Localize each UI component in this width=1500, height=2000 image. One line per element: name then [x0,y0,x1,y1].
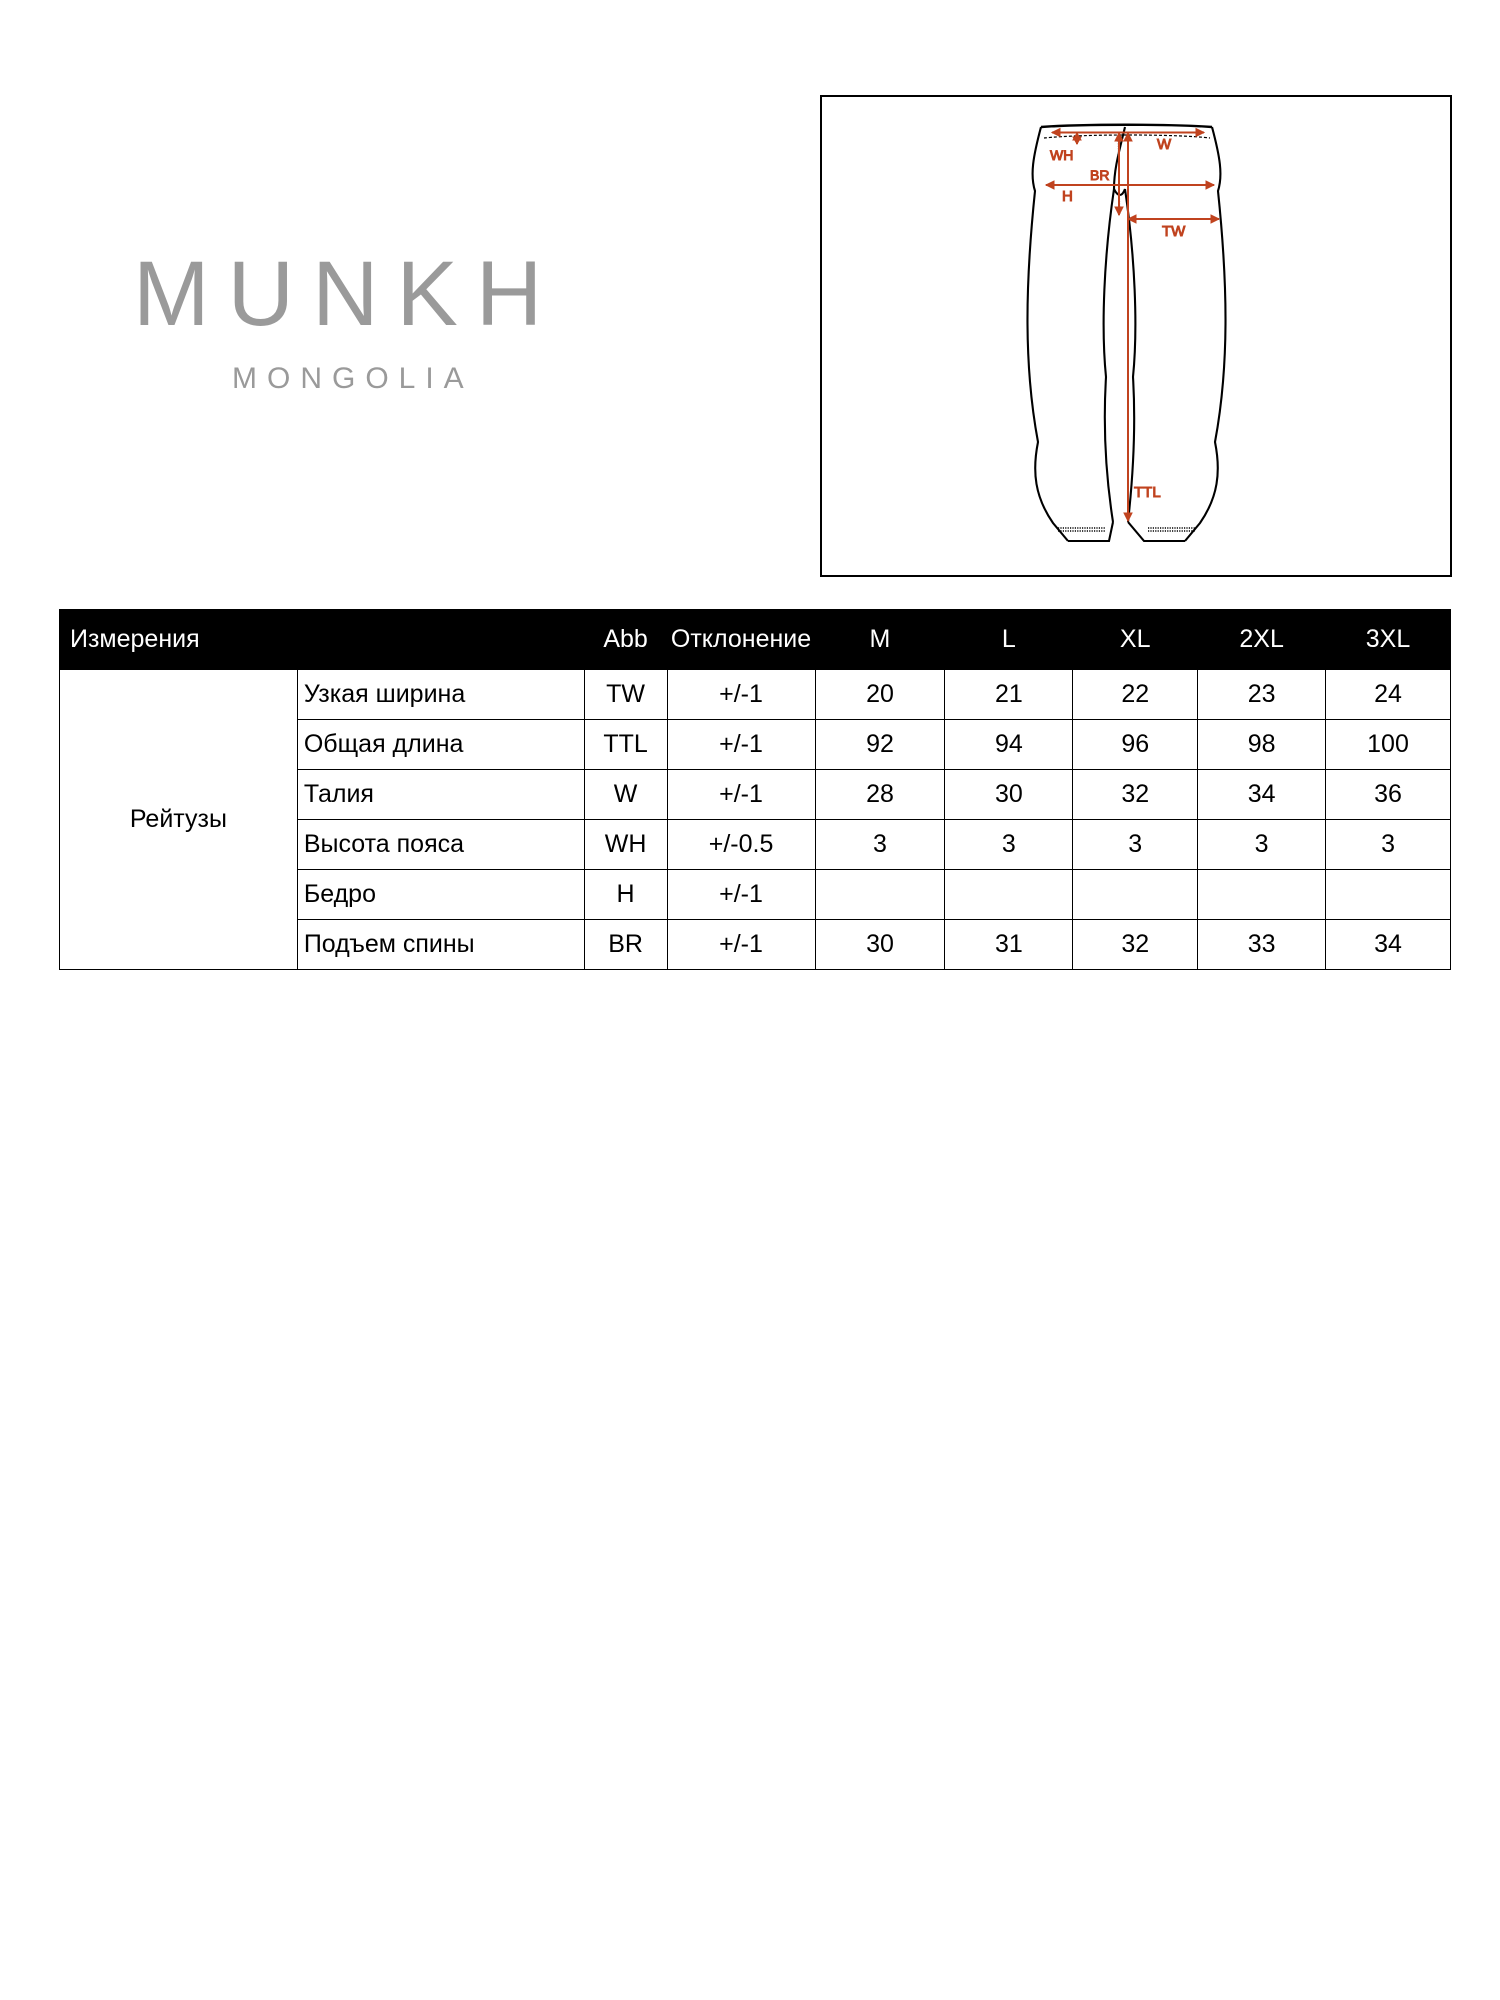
svg-text:H: H [1062,188,1073,205]
svg-text:WH: WH [1050,147,1073,163]
svg-text:BR: BR [1090,167,1109,183]
svg-text:TTL: TTL [1134,484,1161,501]
svg-text:W: W [1157,136,1172,153]
svg-text:TW: TW [1162,223,1186,240]
